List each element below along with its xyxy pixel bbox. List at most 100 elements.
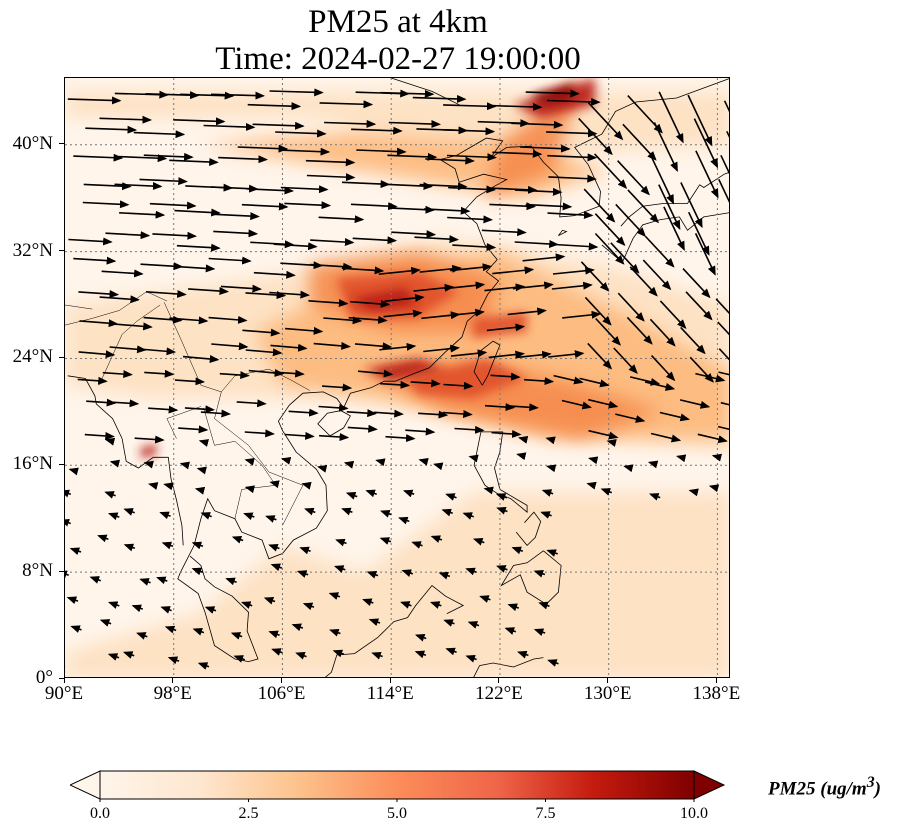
wind-arrow — [219, 371, 250, 380]
wind-arrow — [517, 650, 529, 659]
wind-arrow — [233, 655, 246, 663]
colorbar-min-extend — [70, 770, 101, 800]
wind-arrow — [419, 264, 462, 273]
wind-arrow — [383, 309, 423, 318]
wind-arrow — [525, 202, 573, 211]
wind-arrow — [680, 326, 706, 355]
wind-arrow — [78, 290, 120, 299]
wind-arrow — [627, 189, 659, 224]
wind-arrow — [350, 202, 398, 211]
coastline-segment — [67, 375, 184, 546]
wind-arrow — [84, 431, 115, 440]
wind-arrow — [507, 307, 547, 316]
wind-arrow — [319, 433, 350, 441]
wind-arrow — [328, 592, 341, 600]
wind-arrow — [139, 578, 151, 586]
wind-arrow — [489, 185, 538, 194]
wind-arrow — [269, 480, 280, 489]
colorbar-tick-label: 0.0 — [90, 805, 110, 822]
wind-arrow — [306, 173, 356, 182]
wind-arrow — [245, 291, 287, 300]
wind-arrow — [518, 435, 529, 444]
colorbar-label: PM25 (ug/m3) — [768, 774, 881, 800]
wind-arrow — [561, 399, 592, 410]
wind-arrow — [600, 488, 613, 496]
wind-arrow — [594, 213, 626, 246]
wind-arrow — [322, 383, 353, 392]
wind-arrow — [285, 326, 324, 335]
wind-arrow — [160, 606, 172, 614]
wind-arrow — [167, 656, 180, 665]
wind-arrow — [270, 563, 283, 572]
wind-arrow — [644, 381, 676, 391]
country-border — [65, 291, 168, 326]
wind-arrow — [676, 454, 687, 463]
wind-arrow — [450, 263, 493, 272]
lon-tick-mark — [607, 678, 609, 683]
wind-arrow — [687, 94, 713, 147]
wind-arrow — [658, 184, 681, 231]
wind-arrow — [208, 256, 252, 265]
wind-arrow — [520, 144, 571, 153]
wind-arrow — [546, 464, 557, 473]
wind-arrow — [462, 512, 475, 520]
wind-arrow — [149, 201, 197, 210]
wind-arrow — [617, 292, 645, 322]
lon-tick-label: 90°E — [44, 683, 84, 704]
wind-arrow — [554, 242, 599, 251]
wind-arrow — [191, 567, 204, 576]
wind-arrow — [465, 654, 477, 663]
colorbar-tick-label: 10.0 — [680, 805, 708, 822]
pm25-concentration-field — [65, 78, 729, 677]
wind-arrow — [514, 187, 563, 196]
lon-tick-label: 114°E — [366, 683, 414, 704]
wind-arrow — [489, 102, 543, 111]
wind-arrow — [402, 489, 415, 498]
lat-tick-label: 0° — [35, 667, 53, 688]
wind-arrow — [341, 266, 385, 275]
wind-arrow — [685, 291, 713, 321]
lon-tick-mark — [715, 678, 717, 683]
wind-arrow — [443, 381, 474, 390]
wind-arrow — [208, 315, 248, 324]
wind-arrow — [350, 299, 391, 308]
wind-arrow — [225, 577, 237, 586]
wind-arrow — [231, 535, 244, 544]
wind-arrow — [697, 433, 728, 444]
wind-arrow — [551, 281, 593, 290]
wind-arrow — [626, 316, 653, 345]
colorbar-max-extend — [693, 770, 726, 800]
wind-arrow — [615, 413, 646, 423]
wind-arrow — [85, 125, 138, 134]
wind-arrow — [488, 350, 525, 359]
wind-arrow — [66, 596, 79, 605]
wind-arrow — [450, 349, 488, 358]
wind-arrow — [145, 289, 187, 298]
wind-arrow — [373, 409, 404, 418]
colorbar-tick-label: 2.5 — [238, 805, 259, 822]
wind-arrow — [425, 156, 475, 165]
wind-arrow — [442, 409, 473, 418]
wind-arrow — [496, 506, 508, 515]
colorbar-label-exponent: 3 — [866, 774, 875, 791]
wind-arrow — [391, 230, 437, 239]
wind-arrow — [388, 120, 441, 129]
wind-arrow — [533, 569, 546, 578]
wind-arrow — [594, 232, 625, 265]
wind-arrow — [104, 437, 116, 446]
lat-tick-label: 16°N — [12, 453, 53, 475]
wind-arrow — [305, 158, 356, 167]
wind-arrow — [595, 317, 621, 346]
colorbar-label-text: PM25 (ug/m — [768, 778, 867, 800]
wind-vectors — [65, 88, 729, 670]
wind-arrow — [163, 482, 174, 491]
wind-arrow — [547, 153, 598, 162]
lat-tick-label: 8°N — [22, 560, 53, 582]
wind-arrow — [182, 355, 220, 363]
wind-arrow — [650, 156, 675, 205]
wind-arrow — [418, 410, 449, 419]
wind-arrow — [413, 283, 455, 292]
wind-arrow — [354, 342, 393, 351]
wind-arrow — [347, 424, 378, 433]
wind-arrow — [333, 565, 346, 573]
